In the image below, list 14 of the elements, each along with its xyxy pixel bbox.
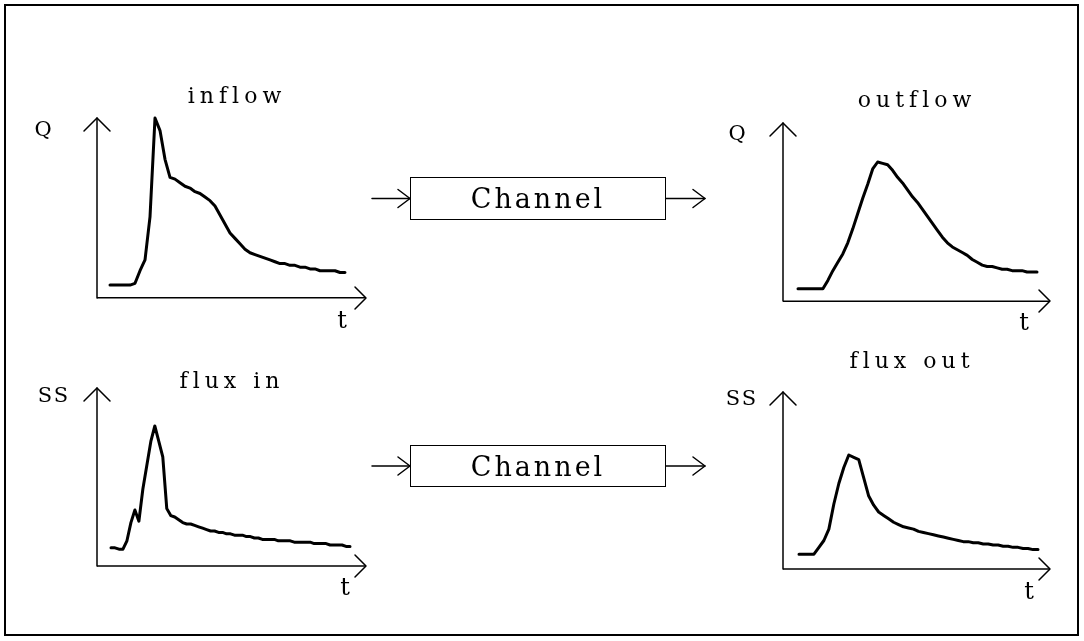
chart-title: inflow bbox=[187, 83, 287, 108]
x-axis-title: t bbox=[340, 573, 350, 601]
y-axis-title: SS bbox=[37, 382, 71, 407]
x-axis-title: t bbox=[1024, 577, 1034, 605]
x-axis-title: t bbox=[337, 306, 347, 334]
y-axis-title: SS bbox=[725, 385, 759, 410]
y-axis-title: Q bbox=[34, 116, 54, 141]
chart-title: outflow bbox=[857, 87, 977, 112]
chart-title: flux out bbox=[849, 348, 975, 373]
y-axis-title: Q bbox=[728, 120, 748, 145]
text: Channel bbox=[470, 450, 606, 482]
text: Channel bbox=[470, 183, 606, 214]
chart-title: flux in bbox=[179, 368, 285, 393]
x-axis-title: t bbox=[1019, 308, 1029, 336]
